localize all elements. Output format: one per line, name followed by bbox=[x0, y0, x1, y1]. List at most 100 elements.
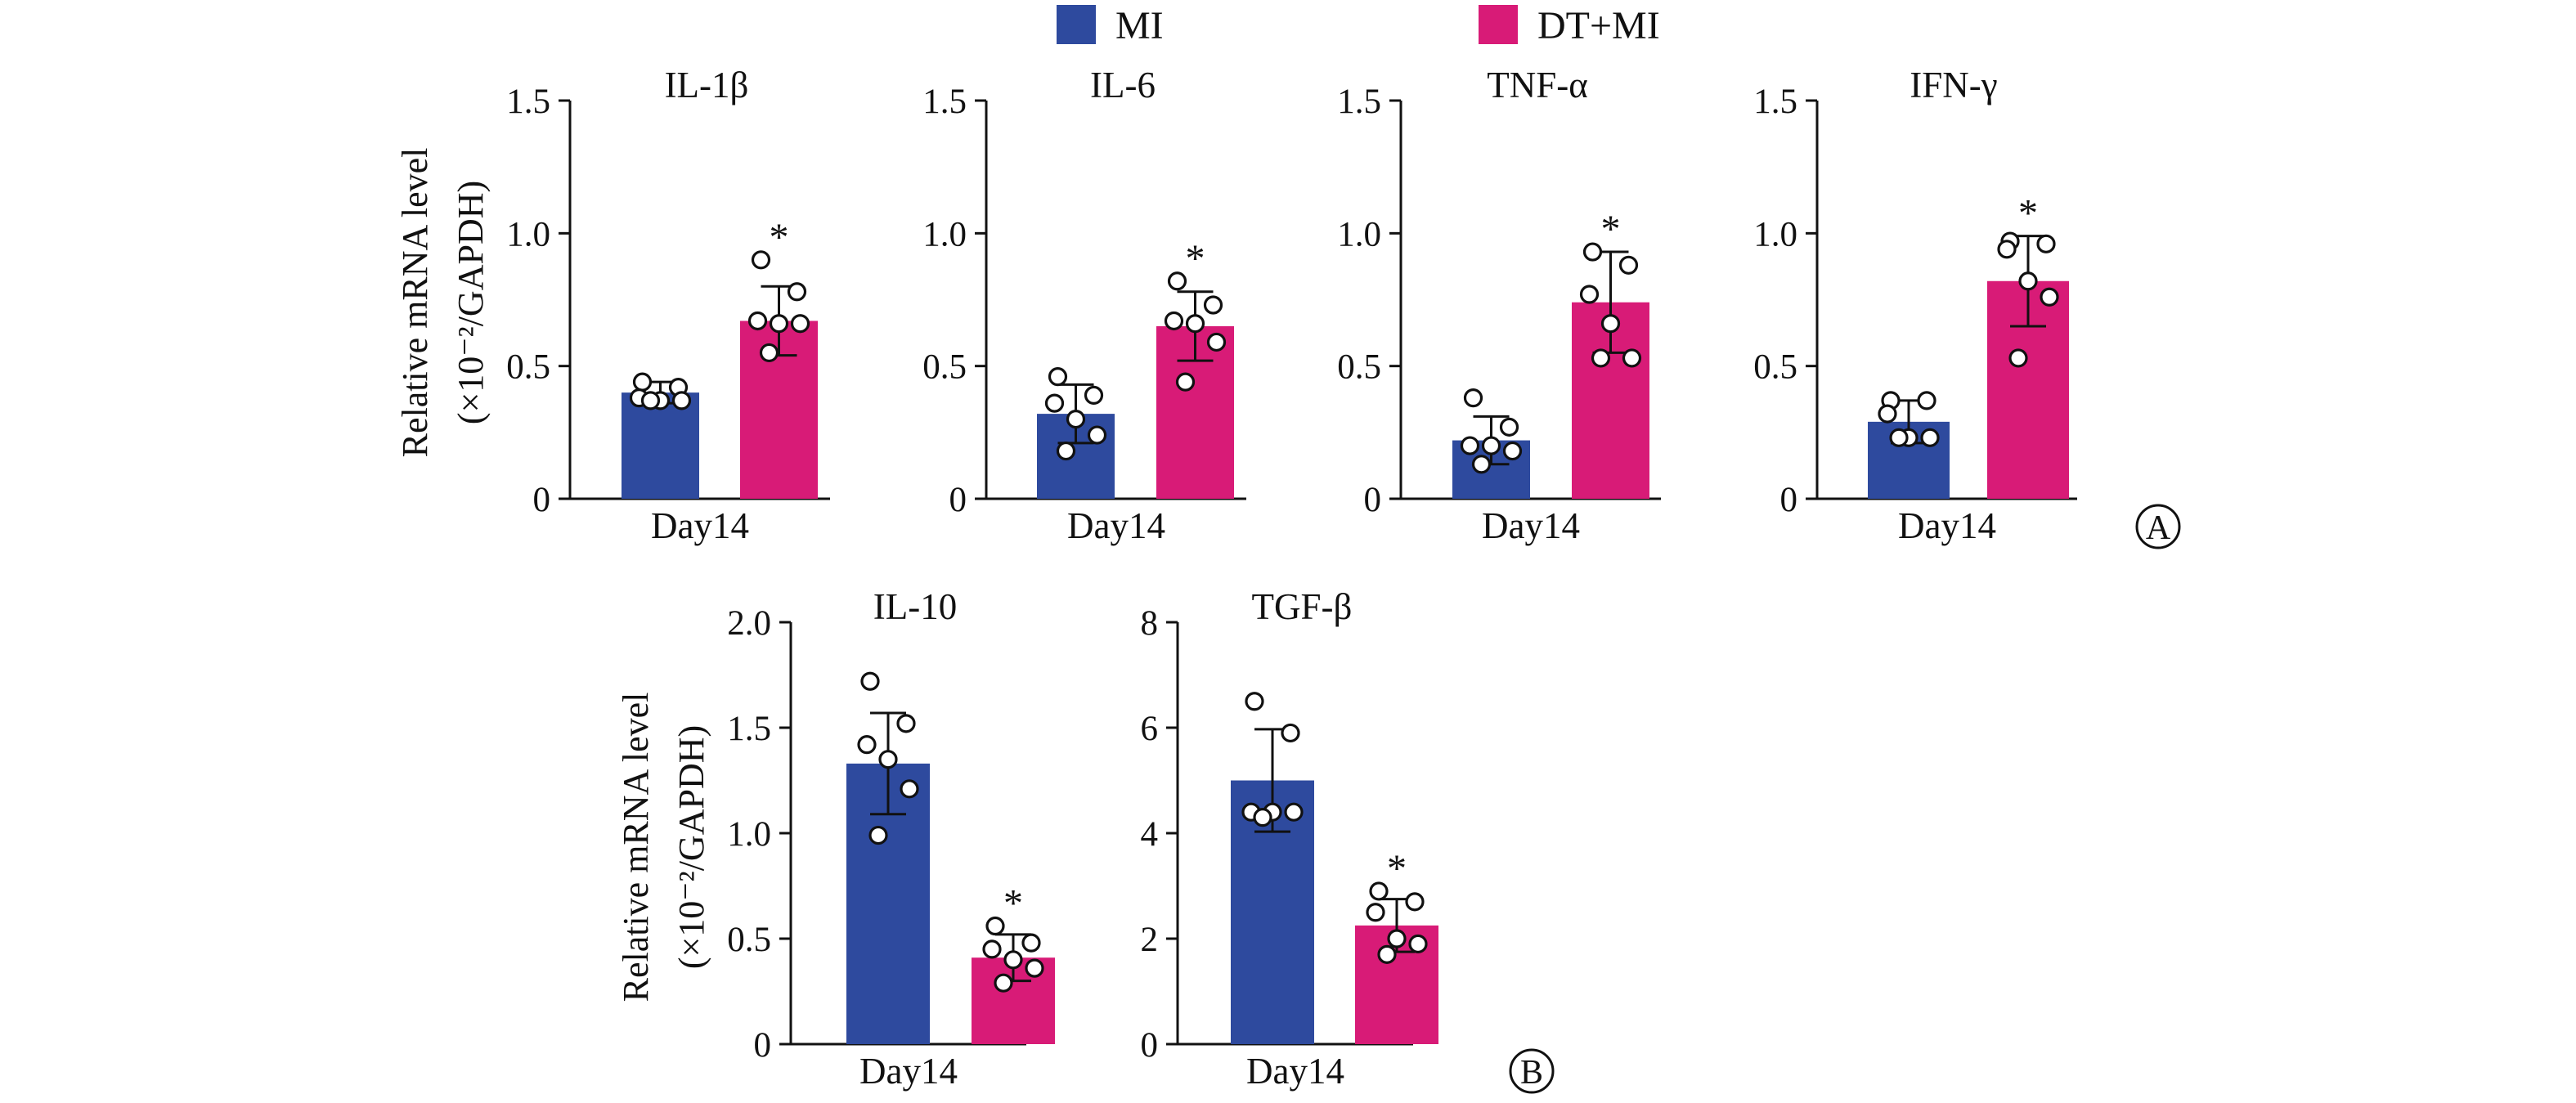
y-tick-label: 6 bbox=[1141, 710, 1159, 748]
legend-label-dtmi: DT+MI bbox=[1537, 4, 1660, 47]
y-tick-label: 1.5 bbox=[1337, 83, 1381, 121]
x-category-label: Day14 bbox=[1246, 1051, 1344, 1092]
data-point bbox=[878, 750, 898, 769]
y-tick-label: 1.5 bbox=[1753, 83, 1797, 121]
data-point bbox=[1502, 441, 1523, 461]
data-point bbox=[900, 779, 919, 799]
data-point bbox=[985, 916, 1005, 936]
y-tick-label: 0.5 bbox=[1337, 348, 1381, 387]
data-point bbox=[1048, 367, 1068, 387]
data-point bbox=[759, 343, 779, 363]
data-point bbox=[1066, 409, 1086, 429]
y-axis-label-row-b: Relative mRNA level (×10⁻²/GAPDH) bbox=[616, 693, 711, 1002]
data-point bbox=[994, 973, 1013, 993]
data-point bbox=[1878, 404, 1897, 424]
data-point bbox=[1387, 929, 1407, 948]
y-tick-label: 8 bbox=[1141, 604, 1159, 643]
data-point bbox=[2008, 348, 2028, 368]
data-point bbox=[1203, 295, 1223, 315]
data-point bbox=[1377, 944, 1397, 964]
y-tick-label: 1.0 bbox=[922, 215, 967, 253]
significance-star: * bbox=[1003, 882, 1023, 926]
y-tick-label: 0 bbox=[1364, 481, 1382, 519]
legend-swatch-dtmi bbox=[1479, 5, 1518, 44]
data-point bbox=[787, 282, 807, 302]
data-point bbox=[982, 939, 1002, 959]
panel-label-b-circle bbox=[1509, 1048, 1555, 1094]
data-point bbox=[1622, 348, 1642, 368]
data-point bbox=[2040, 287, 2059, 307]
data-point bbox=[1463, 388, 1483, 408]
chart-title: IFN-γ bbox=[1910, 65, 1997, 105]
data-point bbox=[1003, 950, 1023, 970]
y-tick-label: 0.5 bbox=[727, 921, 771, 959]
y-axis-label-line1: Relative mRNA level bbox=[395, 148, 435, 458]
data-point bbox=[1087, 425, 1107, 445]
y-tick-label: 0.5 bbox=[1753, 348, 1797, 387]
data-point bbox=[1369, 881, 1389, 901]
data-point bbox=[1471, 455, 1492, 474]
y-tick-label: 4 bbox=[1141, 815, 1159, 854]
panel-label-a: A bbox=[2135, 504, 2181, 549]
x-category-label: Day14 bbox=[859, 1051, 958, 1092]
significance-star: * bbox=[1387, 847, 1407, 890]
y-tick-label: 1.0 bbox=[1753, 215, 1797, 253]
data-point bbox=[1997, 240, 2017, 259]
y-axis-label-line1: Relative mRNA level bbox=[616, 693, 656, 1002]
significance-star: * bbox=[1601, 208, 1621, 251]
chart-title: TGF-β bbox=[1252, 586, 1353, 627]
y-tick-label: 0.5 bbox=[506, 348, 550, 387]
panel-label-b-text: B bbox=[1520, 1054, 1543, 1092]
y-tick-label: 0 bbox=[1780, 481, 1798, 519]
data-point bbox=[1405, 892, 1425, 912]
data-point bbox=[1281, 723, 1300, 743]
y-tick-label: 1.0 bbox=[506, 215, 550, 253]
significance-star: * bbox=[1186, 237, 1205, 280]
y-axis-label-line2: (×10⁻²/GAPDH) bbox=[451, 181, 491, 424]
chart-panel: 0 2 4 6 8 TGF-β Day14 * bbox=[1141, 586, 1438, 1092]
chart-panel: 0 0.5 1.0 1.5 IL-6 Day14 * bbox=[922, 65, 1246, 546]
data-point bbox=[1245, 692, 1264, 711]
data-point bbox=[2018, 271, 2038, 291]
x-category-label: Day14 bbox=[1067, 505, 1165, 546]
y-tick-label: 2.0 bbox=[727, 604, 771, 643]
panel-label-b: B bbox=[1509, 1048, 1555, 1094]
y-tick-label: 0 bbox=[754, 1026, 772, 1065]
y-tick-label: 0 bbox=[1141, 1026, 1159, 1065]
data-point bbox=[1366, 903, 1385, 922]
data-point bbox=[751, 250, 771, 270]
data-point bbox=[1044, 393, 1065, 413]
legend: MI DT+MI bbox=[1057, 4, 1660, 47]
chart-panel: 0 0.5 1.0 1.5 IL-1β Day14 * bbox=[506, 65, 830, 546]
y-tick-label: 1.0 bbox=[727, 815, 771, 854]
data-point bbox=[1591, 348, 1611, 368]
y-tick-label: 1.5 bbox=[727, 710, 771, 748]
data-point bbox=[1408, 934, 1428, 954]
chart-title: IL-10 bbox=[873, 586, 957, 627]
y-tick-label: 0 bbox=[949, 481, 967, 519]
chart-title: IL-6 bbox=[1090, 65, 1156, 105]
panel-label-a-text: A bbox=[2146, 509, 2171, 547]
panel-label-a-circle bbox=[2135, 504, 2181, 549]
y-axis-label-line2: (×10⁻²/GAPDH) bbox=[671, 725, 711, 969]
data-point bbox=[671, 391, 692, 410]
bar-mi bbox=[622, 392, 699, 499]
y-tick-label: 0 bbox=[533, 481, 551, 519]
y-tick-label: 1.5 bbox=[506, 83, 550, 121]
legend-swatch-mi bbox=[1057, 5, 1096, 44]
data-point bbox=[1284, 802, 1304, 822]
data-point bbox=[1167, 271, 1187, 291]
data-point bbox=[868, 825, 888, 845]
data-point bbox=[1917, 391, 1936, 410]
y-tick-label: 0.5 bbox=[922, 348, 967, 387]
data-point bbox=[1164, 311, 1184, 331]
significance-star: * bbox=[770, 216, 789, 259]
data-point bbox=[1056, 441, 1076, 461]
data-point bbox=[1600, 314, 1621, 334]
data-point bbox=[1481, 436, 1501, 455]
data-point bbox=[769, 314, 789, 334]
significance-star: * bbox=[2018, 192, 2038, 235]
data-point bbox=[1579, 285, 1600, 304]
legend-label-mi: MI bbox=[1115, 4, 1164, 47]
